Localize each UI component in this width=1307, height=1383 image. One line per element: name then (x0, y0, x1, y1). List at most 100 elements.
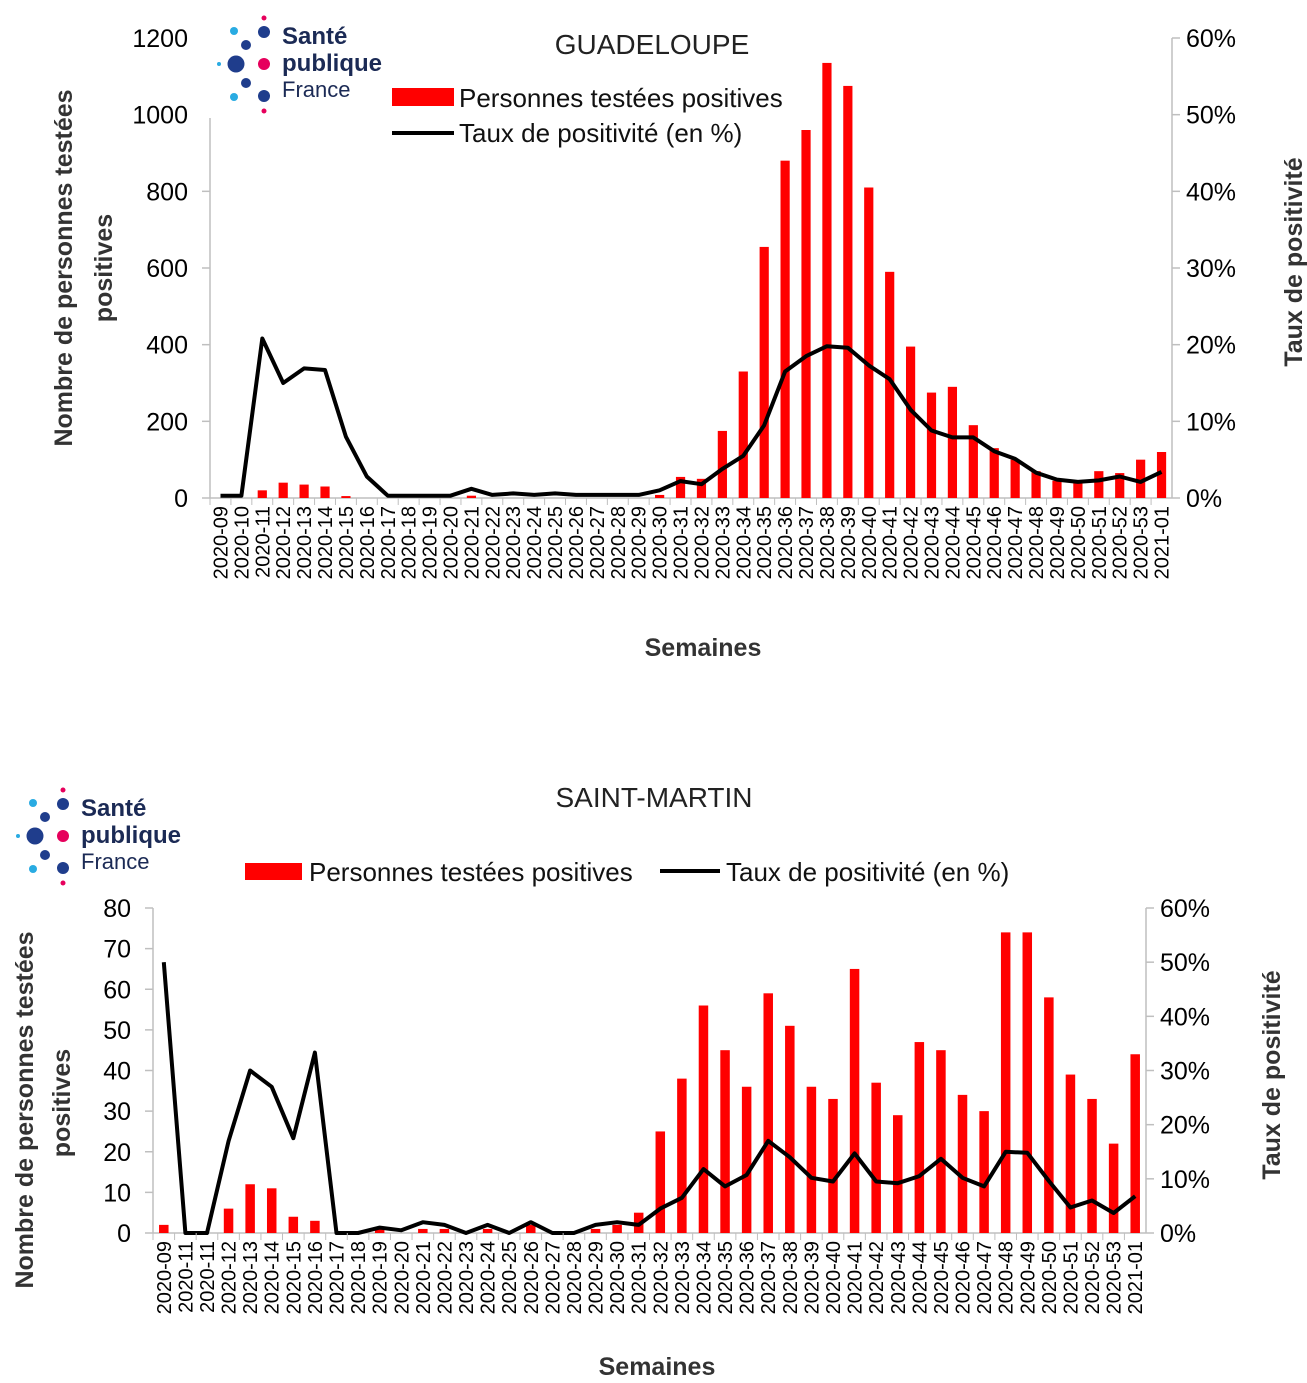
right-tick-label: 0% (1186, 485, 1222, 513)
right-tick-label: 30% (1160, 1058, 1210, 1086)
x-tick-label: 2020-53 (1131, 506, 1153, 579)
chart2-legend-line-label: Taux de positivité (en %) (726, 857, 1009, 887)
x-tick-label: 2020-40 (859, 506, 881, 579)
bar-2020-51 (1094, 471, 1104, 498)
chart1-legend-line-label: Taux de positivité (en %) (459, 118, 742, 148)
chart1-positivity-line (220, 336, 1163, 498)
bar-2020-39 (843, 85, 853, 499)
x-tick-label: 2020-26 (521, 1241, 543, 1314)
bar-2021-01 (1156, 452, 1167, 498)
bar-2020-30 (655, 494, 665, 498)
right-tick-label: 40% (1160, 1003, 1210, 1031)
x-tick-label: 2020-24 (478, 1241, 500, 1314)
left-tick-label: 1200 (132, 25, 188, 53)
x-tick-label: 2020-16 (357, 506, 379, 579)
x-tick-label: 2020-42 (866, 1241, 888, 1314)
right-tick-label: 50% (1186, 102, 1236, 130)
bar-2020-50 (1044, 997, 1054, 1233)
sante-publique-logo: Santé publique France (217, 15, 382, 114)
x-tick-label: 2020-21 (461, 506, 483, 579)
x-tick-label: 2021-01 (1125, 1241, 1147, 1314)
x-tick-label: 2020-37 (758, 1241, 780, 1314)
x-tick-label: 2020-19 (370, 1241, 392, 1314)
x-tick-label: 2020-18 (348, 1241, 370, 1314)
x-tick-label: 2020-41 (845, 1241, 867, 1314)
x-tick-label: 2020-19 (420, 506, 442, 579)
x-tick-label: 2020-12 (273, 506, 295, 579)
x-tick-label: 2020-53 (1104, 1241, 1126, 1314)
x-tick-label: 2020-46 (953, 1241, 975, 1314)
x-tick-label: 2020-21 (413, 1241, 435, 1314)
x-tick-label: 2020-38 (780, 1241, 802, 1314)
x-tick-label: 2020-52 (1082, 1241, 1104, 1314)
x-tick-label: 2020-44 (909, 1241, 931, 1314)
x-tick-label: 2020-36 (775, 506, 797, 579)
bar-2020-48 (1031, 471, 1041, 498)
bar-2020-49 (1052, 480, 1062, 498)
bar-2020-47 (979, 1111, 989, 1233)
right-tick-label: 20% (1160, 1112, 1210, 1140)
chart1-x-ticks: 2020-092020-102020-112020-122020-132020-… (209, 498, 1174, 579)
chart2-legend-bar-swatch (245, 863, 302, 880)
bar-2020-40 (828, 1098, 838, 1233)
chart1-right-ticks: 0% 10% 20% 30% 40% 50% 60% (1172, 25, 1236, 513)
bar-2020-21 (466, 495, 477, 498)
bar-2020-36 (780, 160, 790, 498)
bar-2020-35 (720, 1050, 730, 1233)
bar-2020-33 (717, 430, 727, 498)
left-tick-label: 800 (146, 178, 188, 206)
x-tick-label: 2020-14 (315, 506, 337, 579)
x-tick-label: 2020-09 (154, 1241, 176, 1314)
x-tick-label: 2020-46 (984, 506, 1006, 579)
bar-2020-14 (320, 486, 330, 498)
bar-2021-01 (1130, 1054, 1140, 1233)
x-tick-label: 2020-15 (336, 506, 358, 579)
left-tick-label: 40 (103, 1058, 131, 1086)
x-tick-label: 2020-48 (996, 1241, 1018, 1314)
bar-2020-24 (482, 1228, 493, 1233)
chart1-y-label-line1: Nombre de personnes testées (50, 89, 78, 446)
bar-2020-32 (655, 1131, 666, 1233)
bar-2020-32 (696, 478, 707, 498)
x-tick-label: 2020-31 (671, 506, 693, 579)
bar-2020-45 (936, 1050, 946, 1233)
x-tick-label: 2020-12 (219, 1241, 241, 1314)
logo2-line1: Santé (81, 795, 146, 822)
x-tick-label: 2020-50 (1068, 506, 1090, 579)
bar-2020-45 (968, 425, 978, 498)
x-tick-label: 2020-22 (482, 506, 504, 579)
x-tick-label: 2020-44 (942, 506, 964, 579)
x-tick-label: 2020-47 (974, 1241, 996, 1314)
left-tick-label: 0 (174, 485, 188, 513)
left-tick-label: 70 (103, 936, 131, 964)
bar-2020-13 (299, 484, 309, 498)
chart1-x-label: Semaines (645, 634, 762, 662)
bar-2020-22 (439, 1228, 450, 1233)
left-tick-label: 1000 (132, 102, 188, 130)
bar-2020-26 (526, 1224, 536, 1233)
x-tick-label: 2020-29 (586, 1241, 608, 1314)
chart1-y2-label: Taux de positivité (1280, 157, 1307, 366)
bar-2020-48 (1000, 932, 1011, 1233)
chart2-right-ticks: 0% 10% 20% 30% 40% 50% 60% (1146, 895, 1210, 1248)
x-tick-label: 2020-33 (712, 506, 734, 579)
left-tick-label: 20 (103, 1139, 131, 1167)
x-tick-label: 2020-25 (499, 1241, 521, 1314)
x-tick-label: 2020-25 (545, 506, 567, 579)
x-tick-label: 2020-11 (252, 506, 274, 578)
chart1-left-ticks: 0 200 400 600 800 1000 1200 (132, 25, 210, 513)
bar-2020-12 (223, 1208, 234, 1233)
x-tick-label: 2020-30 (650, 506, 672, 579)
bar-2020-46 (957, 1094, 968, 1233)
bar-2020-44 (947, 386, 958, 498)
bar-2020-29 (590, 1228, 601, 1233)
x-tick-label: 2020-48 (1026, 506, 1048, 579)
chart1-bars (257, 62, 1167, 499)
x-tick-label: 2020-50 (1039, 1241, 1061, 1314)
bar-2020-09 (159, 1224, 169, 1233)
logo-line2: publique (282, 50, 382, 77)
chart2-positivity-line (161, 962, 1137, 1235)
left-tick-label: 10 (103, 1179, 131, 1207)
right-tick-label: 0% (1160, 1220, 1196, 1248)
